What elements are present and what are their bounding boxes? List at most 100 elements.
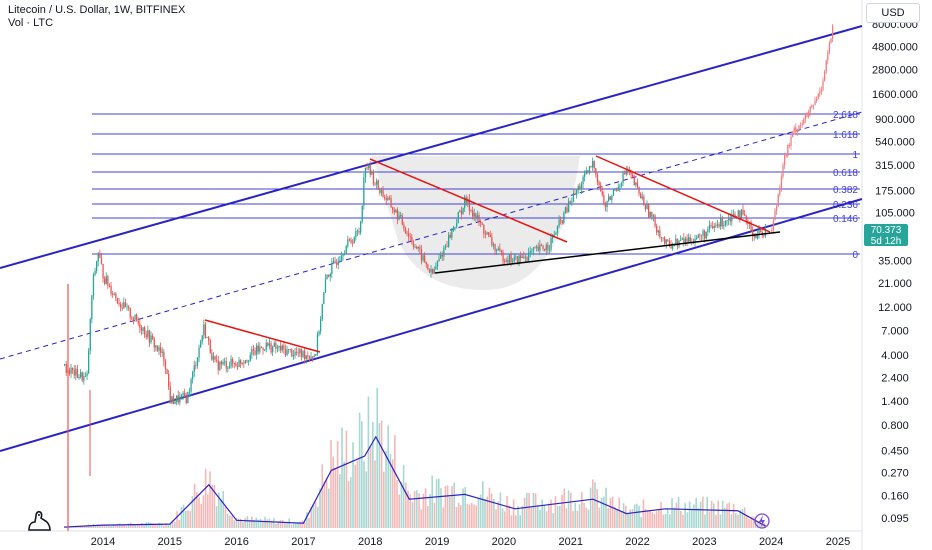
price-candle [86,373,88,376]
price-candle [528,252,530,261]
y-tick-label: 900.000 [875,114,915,126]
volume-bar [336,441,339,528]
volume-bar [330,440,332,528]
volume-bar [653,513,656,528]
price-candle [212,356,215,360]
volume-bar [358,412,361,528]
volume-bar [413,491,416,528]
price-candle [588,166,591,173]
projection-candle [823,71,826,81]
price-candle [491,237,493,246]
projection-candle [827,51,829,61]
price-candle [315,353,317,356]
volume-bar [730,514,733,528]
price-candle [609,196,611,200]
price-candle [563,213,565,224]
volume-bar [328,488,330,528]
volume-bar [136,524,139,528]
volume-legend-label: Vol · LTC [8,17,54,29]
price-candle [270,343,272,353]
price-candle [547,244,549,250]
volume-bar [125,525,128,528]
volume-bar [365,471,368,528]
price-candle [502,252,504,262]
volume-bar [334,468,337,528]
price-candle [348,239,351,241]
volume-bar [515,515,517,528]
volume-bar [636,503,638,528]
price-candle [430,268,432,273]
currency-button[interactable]: USD [866,3,920,23]
price-candle [416,246,418,249]
volume-bar [312,504,315,528]
price-candle [252,349,255,351]
volume-bar [416,490,418,528]
volume-bar [86,526,88,528]
price-candle [307,355,309,357]
price-candle [550,238,552,250]
price-candle [473,213,475,217]
volume-bar [257,519,260,528]
price-candle [513,257,515,262]
volume-bar [301,520,304,528]
price-candle [763,235,765,237]
volume-bar [319,488,321,528]
projection-candle [772,220,775,231]
price-candle [539,244,541,251]
price-candle [323,292,325,305]
price-candle [81,372,83,381]
volume-bar [598,507,601,528]
price-candle [500,250,503,253]
price-candle [489,234,491,238]
price-candle [716,224,719,227]
price-candle [102,263,104,279]
volume-bar [737,514,739,528]
price-candle [619,186,621,188]
volume-bar [572,511,574,528]
volume-bar [677,496,680,528]
volume-bar [561,494,563,528]
price-candle [548,249,551,251]
y-tick-label: 105.000 [875,208,915,220]
price-candle [372,171,375,184]
projection-candle [819,91,821,94]
price-candle [616,190,618,191]
price-candle [368,164,370,169]
volume-bar [262,520,264,528]
volume-bar [567,490,570,528]
fib-level-label: 0.236 [833,200,858,211]
price-candle [699,234,701,236]
volume-bar [167,525,170,528]
price-candle [371,171,373,175]
price-candle [587,170,589,173]
price-candle [755,233,757,238]
price-candle [328,275,330,277]
price-candle [734,214,736,217]
price-candle [624,173,626,175]
volume-bar [475,505,478,528]
price-candle [123,302,125,309]
lightning-icon[interactable] [754,513,770,529]
price-candle [164,361,167,370]
price-axis[interactable]: 8000.0004800.0002800.0001600.000900.0005… [872,19,918,525]
price-candle [568,201,570,213]
price-candle [632,174,634,178]
price-candle [689,237,691,243]
time-axis[interactable]: 2014 2015 2016 2017 2018 2019 2020 2021 2022 2023… [91,536,850,548]
price-candle [713,225,715,228]
price-candle [188,391,191,393]
volume-bar [466,503,469,528]
volume-bar [374,460,376,528]
price-candle [292,355,295,357]
volume-bar [160,524,163,528]
price-candle [388,197,391,199]
price-candle [155,345,157,348]
volume-bar [244,517,247,528]
volume-bar [578,504,581,528]
price-candle [161,351,163,353]
x-tick-label: 2019 [425,536,449,548]
trendline-2015 [204,319,321,353]
price-candle [728,218,730,221]
fib-level-label: 0.146 [833,214,858,225]
